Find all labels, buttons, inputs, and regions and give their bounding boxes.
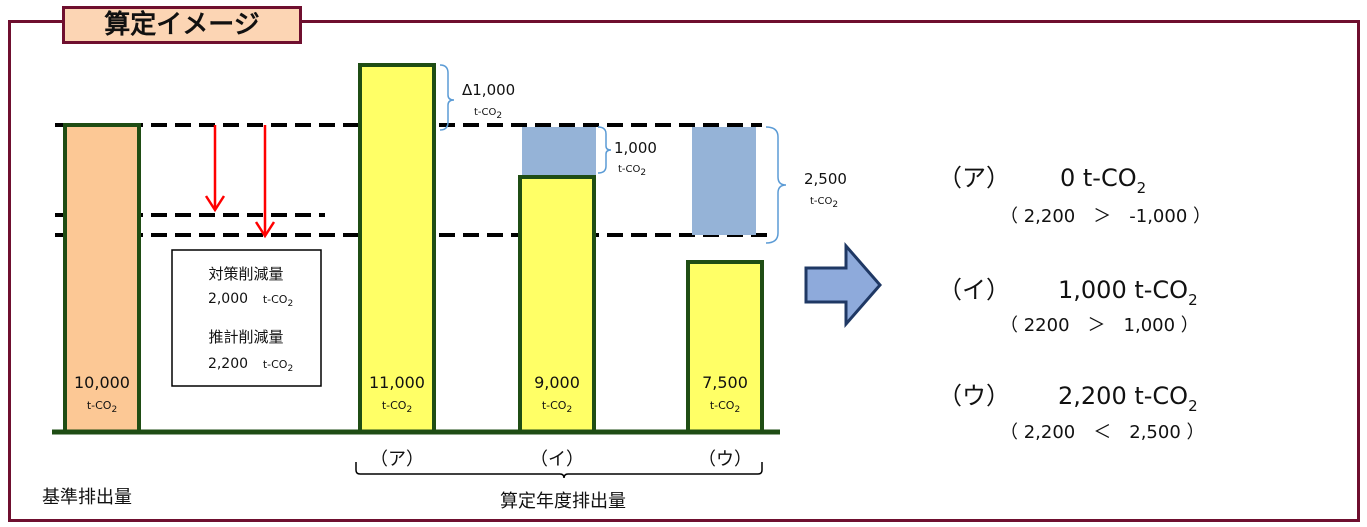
result-a-comparison: （ 2,200 ＞ -1,000 ） [1000,206,1211,227]
result-i-value: 1,000 t-CO2 [1058,276,1198,309]
bar-a-value: 11,000 [369,373,425,392]
estimated-reduction-value: 2,200 [208,356,248,372]
bar-a-delta-bracket [439,64,455,131]
bar-i-diff-unit: t-CO2 [618,164,646,178]
bar-a [358,63,436,434]
group-caption: 算定年度排出量 [500,491,626,512]
bar-a-delta-unit: t-CO2 [474,107,502,121]
reduction-box [171,249,322,387]
planned-reduction-label: 対策削減量 [208,265,283,283]
bar-i-label: （イ） [530,449,584,470]
bar-u-diff-bracket [765,126,787,244]
bar-a-delta-value: Δ1,000 [462,81,515,99]
page-title: 算定イメージ [62,6,302,44]
bar-i-diff-value: 1,000 [614,139,657,157]
bar-u-label: （ウ） [698,449,752,470]
baseline-caption: 基準排出量 [42,487,132,508]
bar-u-gap [692,127,756,235]
result-u-value: 2,200 t-CO2 [1058,382,1198,415]
bar-u-unit: t-CO2 [710,399,740,415]
main-frame [8,20,1360,522]
group-brace [355,462,763,479]
bar-a-unit: t-CO2 [382,399,412,415]
result-i-label: （イ） [938,276,1010,304]
result-i-comparison: （ 2200 ＞ 1,000 ） [1000,315,1199,336]
estimated-arrow-head [254,221,276,239]
bar-i-diff-bracket [597,126,612,174]
result-arrow-icon [804,241,882,329]
bar-u-diff-value: 2,500 [804,170,847,188]
result-u-label: （ウ） [938,382,1010,410]
bar-i-gap [522,127,596,175]
bar-i-value: 9,000 [534,373,580,392]
planned-reduction-value: 2,000 [208,291,248,307]
estimated-reduction-unit: t-CO2 [263,358,293,374]
baseline-unit: t-CO2 [87,399,117,415]
bar-i [518,175,596,434]
planned-reduction-unit: t-CO2 [263,293,293,309]
baseline-value: 10,000 [74,373,130,392]
bar-u-diff-unit: t-CO2 [810,196,838,210]
estimated-reduction-label: 推計削減量 [208,328,283,346]
bar-i-unit: t-CO2 [542,399,572,415]
bar-u-value: 7,500 [702,373,748,392]
result-u-comparison: （ 2,200 ＜ 2,500 ） [1000,422,1205,443]
bar-a-label: （ア） [370,449,424,470]
result-a-label: （ア） [938,164,1010,192]
result-a-value: 0 t-CO2 [1060,164,1146,197]
planned-arrow-head [204,195,226,213]
